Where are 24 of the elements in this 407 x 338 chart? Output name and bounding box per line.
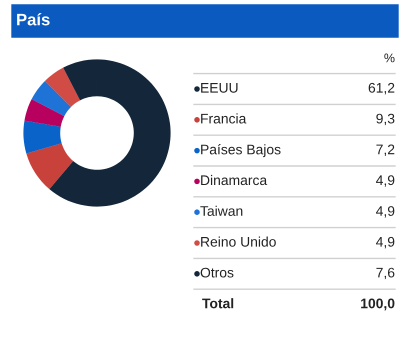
legend-label: Otros bbox=[200, 268, 234, 278]
text: Total bbox=[202, 298, 234, 308]
legend-label: EEUU bbox=[201, 83, 238, 93]
data-label: 61,2 bbox=[368, 82, 394, 94]
donut-slice bbox=[23, 120, 62, 154]
legend-label: Dinamarca bbox=[201, 174, 268, 186]
legend-label: Reino Unido bbox=[201, 236, 276, 247]
text: 100,0 bbox=[361, 298, 394, 310]
text: % bbox=[384, 54, 395, 62]
legend-label: Francia bbox=[201, 113, 246, 124]
donut-slice bbox=[49, 59, 171, 207]
donut-slice bbox=[44, 68, 80, 107]
legend-label: Países Bajos bbox=[201, 144, 281, 158]
data-label: 4,9 bbox=[376, 236, 394, 248]
data-label: 7,2 bbox=[376, 144, 394, 156]
data-label: 4,9 bbox=[376, 206, 394, 218]
data-label: 4,9 bbox=[376, 175, 394, 187]
data-label: 9,3 bbox=[376, 114, 394, 126]
donut-slice bbox=[24, 99, 64, 127]
chart-title: País bbox=[17, 13, 50, 26]
donut-slice bbox=[26, 143, 74, 190]
donut-slice bbox=[32, 80, 71, 116]
legend-label: Taiwan bbox=[200, 206, 242, 216]
data-label: 7,6 bbox=[376, 268, 394, 280]
